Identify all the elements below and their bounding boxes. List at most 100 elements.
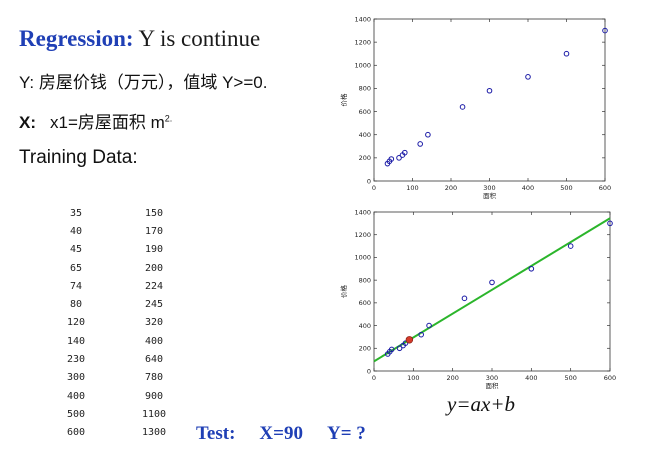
price-cell: 1100 bbox=[141, 408, 167, 420]
data-point bbox=[528, 265, 535, 272]
scatter-chart-raw: 0 100 200 300 400 500 600 0 200 400 600 800 1000 1200… bbox=[339, 15, 611, 200]
y-tick-label: 0 bbox=[367, 177, 371, 185]
y-tick-label: 800 bbox=[359, 85, 371, 93]
table-row: 45 190 bbox=[40, 241, 196, 259]
plot-frame bbox=[373, 211, 611, 372]
y-tick-label: 400 bbox=[359, 131, 371, 139]
area-cell: 400 bbox=[66, 390, 86, 402]
y-axis-label: 价格 bbox=[339, 285, 348, 299]
x-tick-label: 200 bbox=[445, 184, 457, 192]
test-line: Test: X=90 Y= ? bbox=[196, 423, 390, 445]
x-tick-label: 400 bbox=[525, 374, 537, 382]
training-data-label: Training Data: bbox=[19, 147, 138, 168]
x-tick-label: 400 bbox=[522, 184, 534, 192]
area-cell: 600 bbox=[66, 427, 86, 439]
x-tick-label: 500 bbox=[564, 374, 576, 382]
training-data-body: 35 150 40 170 45 190 65 200 74 224 80 245 120 320 140 4… bbox=[40, 204, 196, 442]
price-cell: 900 bbox=[144, 390, 164, 402]
data-point bbox=[459, 104, 466, 110]
data-point bbox=[402, 149, 408, 156]
x-axis-label: 面积 bbox=[486, 381, 500, 390]
price-cell: 170 bbox=[144, 225, 164, 237]
test-y: Y= ? bbox=[326, 423, 366, 444]
data-point bbox=[489, 279, 495, 286]
table-row: 120 320 bbox=[40, 314, 196, 332]
area-cell: 45 bbox=[69, 244, 83, 256]
data-point bbox=[607, 220, 613, 227]
x-text: x1=房屋面积 m bbox=[50, 113, 165, 132]
area-cell: 120 bbox=[66, 317, 86, 329]
title-rest: Y is continue bbox=[133, 26, 261, 51]
y-tick-label: 0 bbox=[367, 367, 371, 375]
price-cell: 224 bbox=[144, 280, 164, 292]
x-label: X: bbox=[19, 113, 36, 132]
data-point bbox=[425, 131, 431, 138]
x-tick-label: 0 bbox=[372, 184, 376, 192]
table-row: 600 1300 bbox=[40, 424, 196, 442]
x-tick-label: 600 bbox=[604, 374, 616, 382]
x-definition: X: x1=房屋面积 m2. bbox=[19, 108, 172, 133]
y-tick-label: 200 bbox=[359, 154, 371, 162]
training-data-table: 35 150 40 170 45 190 65 200 74 224 80 245 120 320 140 4… bbox=[40, 204, 196, 442]
price-cell: 640 bbox=[144, 354, 164, 366]
table-row: 230 640 bbox=[40, 350, 196, 368]
data-point bbox=[396, 155, 402, 161]
y-tick-label: 1000 bbox=[354, 62, 371, 70]
table-row: 500 1100 bbox=[40, 405, 196, 423]
slide-title: Regression: Y is continue bbox=[19, 26, 260, 52]
plot-frame bbox=[373, 18, 606, 182]
data-point bbox=[461, 295, 468, 302]
price-cell: 1300 bbox=[141, 427, 167, 439]
area-cell: 74 bbox=[69, 280, 83, 292]
test-x: X=90 bbox=[259, 423, 303, 444]
area-cell: 40 bbox=[69, 225, 83, 237]
area-cell: 140 bbox=[66, 335, 86, 347]
data-point bbox=[396, 345, 403, 352]
x-tick-label: 600 bbox=[599, 184, 611, 192]
table-row: 74 224 bbox=[40, 277, 196, 295]
price-cell: 200 bbox=[144, 262, 164, 274]
area-cell: 300 bbox=[66, 372, 86, 384]
y-axis-label: 价格 bbox=[339, 93, 348, 107]
data-point bbox=[388, 156, 395, 162]
test-point bbox=[405, 336, 414, 344]
area-cell: 65 bbox=[69, 262, 83, 274]
y-definition: Y: 房屋价钱（万元），值域 Y>=0. bbox=[19, 73, 268, 92]
x-tick-label: 100 bbox=[407, 374, 419, 382]
x-tick-label: 100 bbox=[406, 184, 418, 192]
y-tick-label: 1400 bbox=[354, 208, 371, 216]
table-row: 65 200 bbox=[40, 259, 196, 277]
data-point bbox=[563, 50, 570, 57]
area-cell: 80 bbox=[69, 299, 83, 311]
data-point bbox=[486, 87, 493, 94]
data-point bbox=[602, 27, 608, 34]
y-tick-label: 1000 bbox=[354, 254, 371, 262]
y-tick-label: 400 bbox=[359, 322, 371, 330]
y-tick-label: 1200 bbox=[354, 231, 371, 239]
area-cell: 35 bbox=[69, 207, 83, 219]
y-tick-label: 200 bbox=[359, 345, 371, 353]
x-tick-label: 300 bbox=[486, 374, 498, 382]
table-row: 40 170 bbox=[40, 222, 196, 240]
y-tick-label: 600 bbox=[359, 299, 371, 307]
x-tick-label: 200 bbox=[446, 374, 458, 382]
table-row: 35 150 bbox=[40, 204, 196, 222]
scatter-chart-fitted: 0 100 200 300 400 500 600 0 200 400 600 800 1000 1200… bbox=[339, 208, 616, 390]
data-point bbox=[418, 331, 424, 338]
x-superscript: 2. bbox=[164, 113, 173, 124]
x-axis-label: 面积 bbox=[483, 191, 497, 200]
title-bold: Regression: bbox=[19, 26, 134, 51]
test-label: Test: bbox=[196, 423, 236, 444]
area-cell: 500 bbox=[66, 408, 86, 420]
data-point bbox=[567, 243, 574, 249]
regression-formula: y=ax+b bbox=[447, 392, 515, 416]
price-cell: 245 bbox=[144, 299, 164, 311]
data-point bbox=[417, 141, 423, 147]
data-point bbox=[525, 74, 531, 80]
price-cell: 190 bbox=[144, 244, 164, 256]
price-cell: 150 bbox=[144, 207, 164, 219]
data-point bbox=[426, 322, 432, 329]
x-tick-label: 0 bbox=[372, 374, 376, 382]
y-tick-label: 1200 bbox=[354, 38, 371, 46]
y-tick-label: 1400 bbox=[354, 15, 371, 23]
